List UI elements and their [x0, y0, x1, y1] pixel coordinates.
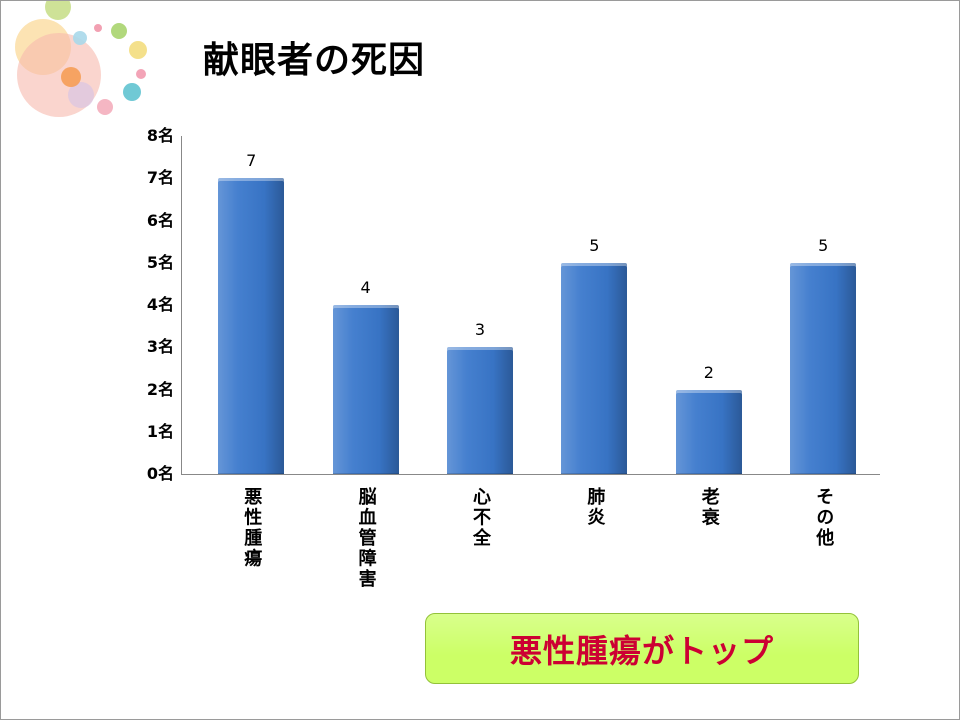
bubble: [94, 24, 102, 32]
bubble: [61, 67, 81, 87]
category-label-6: その他: [813, 487, 835, 549]
bubble: [68, 82, 94, 108]
y-tick-label-1: 1名: [146, 421, 174, 441]
x-axis-line: [181, 474, 880, 475]
category-label-4: 肺炎: [584, 487, 606, 528]
bubble: [111, 23, 127, 39]
y-tick-label-5: 5名: [146, 252, 174, 272]
data-label-1: 7: [246, 151, 257, 171]
bar-4: [561, 262, 628, 474]
bubble: [123, 83, 141, 101]
bar-5: [675, 389, 742, 474]
bubble: [73, 31, 87, 45]
data-label-3: 3: [474, 320, 486, 340]
y-tick-label-4: 4名: [146, 295, 174, 314]
category-label-1: 悪性腫瘍: [241, 487, 263, 569]
decorative-bubbles: [15, 1, 147, 117]
y-tick-label-3: 3名: [146, 337, 174, 357]
data-label-6: 5: [818, 235, 829, 255]
slide-title: 献眼者の死因: [203, 40, 426, 81]
bubble: [129, 41, 147, 59]
y-axis-line: [181, 136, 182, 475]
y-tick-label-0: 0名: [146, 464, 174, 483]
bubble: [97, 99, 113, 115]
category-label-2: 脳血管障害: [355, 487, 377, 590]
bubble: [136, 69, 146, 79]
data-label-4: 5: [589, 235, 600, 255]
y-tick-label-2: 2名: [146, 379, 174, 399]
bar-1: [218, 178, 285, 474]
bar-3: [447, 347, 513, 474]
category-label-3: 心不全: [470, 487, 491, 549]
y-tick-label-8: 8名: [146, 126, 174, 145]
y-tick-label-7: 7名: [146, 168, 174, 188]
callout-text: 悪性腫瘍がトップ: [509, 631, 774, 670]
data-label-5: 2: [703, 362, 714, 382]
bar-2: [332, 305, 399, 474]
category-label-5: 老衰: [698, 487, 720, 528]
callout-box: 悪性腫瘍がトップ: [425, 613, 859, 684]
data-label-2: 4: [360, 278, 371, 297]
bar-6: [790, 262, 857, 474]
bubble: [45, 1, 71, 20]
y-tick-label-6: 6名: [146, 210, 174, 230]
